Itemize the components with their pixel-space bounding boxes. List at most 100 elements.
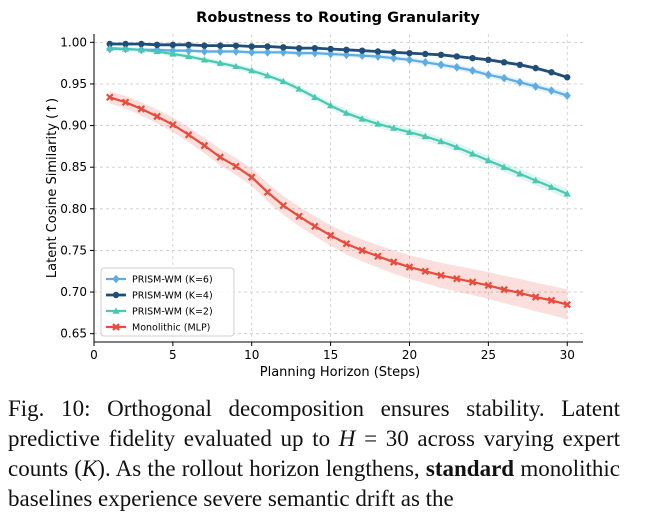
x-tick-label: 30 [560,348,575,362]
legend-swatch-marker [112,323,120,331]
series-3-point [421,132,429,140]
series-3-point [153,47,161,55]
series-3-point [327,101,335,109]
series-1-point [358,51,366,61]
series-2-point [327,45,334,53]
series-2-point [248,43,255,50]
caption-text-1: Fig. 10: Orthogonal decomposition ensure… [8,396,620,451]
series-2-point [485,56,492,64]
series-4-point [169,120,177,129]
series-3-point [484,156,492,164]
series-2-point [564,74,571,81]
series-4-point [263,188,272,196]
series-2-point [358,47,366,54]
series-1-point [248,47,256,57]
series-1-point [374,52,382,61]
series-3-point [137,46,145,53]
series-4-point [311,222,319,231]
series-3-point [532,176,540,184]
series-3-point [374,120,382,127]
series-3-point [358,115,366,122]
series-2-point [138,40,145,48]
series-2-point [374,48,382,55]
series-1-point [232,47,240,56]
y-tick-label: 0.80 [60,202,87,216]
series-4-point [563,300,572,309]
y-tick-label: 1.00 [60,35,87,49]
series-2-point [532,64,539,72]
legend-label: Monolithic (MLP) [132,323,210,334]
series-4-point [516,289,524,297]
x-tick-label: 25 [481,348,496,362]
series-1-point [263,47,272,57]
series-1-point [484,70,492,80]
series-2-point [201,42,208,49]
series-markers [105,40,572,309]
chart-legend: PRISM-WM (K=6) PRISM-WM (K=4) PRISM-WM (K=… [100,267,235,337]
series-2-point [343,46,350,54]
series-4-point [247,173,256,181]
series-2-point [185,41,192,49]
series-4-point [484,281,493,290]
series-3-point [405,128,414,135]
legend-swatch-marker [112,307,120,314]
series-1-point [468,66,477,76]
series-4-point [389,258,398,266]
series-4-point [421,267,430,276]
series-3-point [248,67,256,74]
series-1-point [295,48,303,58]
x-tick-label: 15 [323,348,338,362]
y-tick-label: 0.85 [60,160,87,174]
series-2-point [264,43,271,50]
y-tick-label: 0.75 [60,243,87,257]
series-1-point [405,55,414,65]
series-3-point [263,72,272,79]
series-2-point [453,53,461,60]
legend-entry: PRISM-WM (K=2) [106,307,213,318]
series-3-point [279,77,287,85]
series-1-point [453,62,461,72]
series-3-point [185,52,193,60]
series-2-point [390,49,397,56]
series-2-point [122,40,129,48]
series-2-point [153,41,161,49]
series-1-point [563,91,571,100]
series-1-point [342,50,350,60]
series-3-point [468,150,477,157]
tick-labels: 0 5 10 15 20 25 30 0.65 0.70 0.75 0.80 0.85 0.90 0.95… [60,35,575,362]
series-1-point [437,60,445,70]
legend-entry: PRISM-WM (K=4) [106,291,213,302]
series-2-point [406,49,413,57]
series-3-point [547,183,556,190]
series-4-point [500,285,508,294]
series-lines [109,42,568,306]
series-1-point [279,47,287,57]
series-2-point [169,41,177,49]
caption-text-3: ). As the rollout horizon lengthens, [97,456,426,481]
series-1-point [311,48,319,58]
series-3-point [563,190,571,197]
x-tick-label: 5 [169,348,177,362]
series-4-point [184,130,193,139]
x-tick-label: 20 [402,348,417,362]
series-2-point [422,50,429,58]
y-tick-label: 0.70 [60,285,87,299]
series-1-point [390,53,398,63]
series-3-point [437,137,445,145]
series-2-point [516,61,524,68]
series-3-point [121,45,130,52]
series-3-point [295,85,303,92]
series-4-point [358,246,366,255]
series-2-point [280,44,287,51]
series-3-point [169,50,177,57]
legend-label: PRISM-WM (K=4) [132,291,213,302]
series-2-point [216,42,224,49]
series-4-point [468,278,477,286]
series-1-point [547,86,556,96]
series-2-point [106,40,113,48]
series-2-point [500,59,508,66]
series-2-point [469,54,476,62]
chart-axes [90,34,583,346]
series-1-point [185,46,193,56]
x-tick-label: 0 [90,348,98,362]
